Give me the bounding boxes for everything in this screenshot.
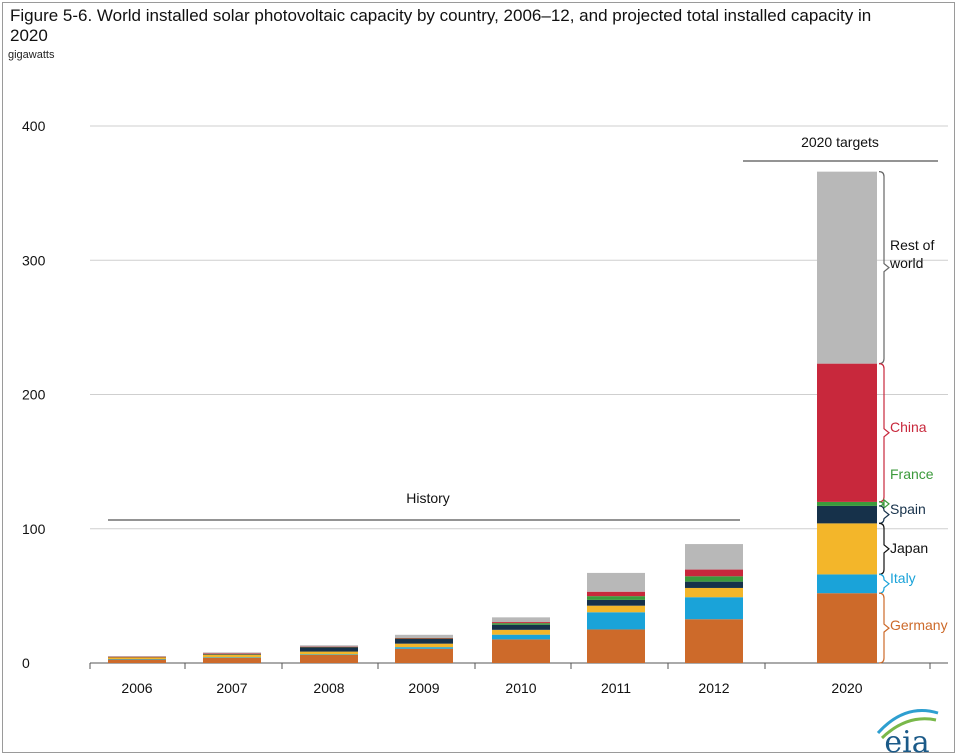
- bar-2008-spain: [300, 647, 358, 652]
- history-annotation: History: [406, 490, 450, 506]
- x-tick-label-2006: 2006: [121, 680, 152, 696]
- side-label-germany: Germany: [890, 617, 948, 633]
- bar-2009-china: [395, 638, 453, 639]
- brace-rest-of-world: [878, 171, 890, 365]
- bar-2011-france: [587, 596, 645, 600]
- bar-2012-spain: [685, 581, 743, 588]
- bar-2006-japan: [108, 656, 166, 660]
- bar-2009-rest-of-world: [395, 634, 453, 639]
- side-label-japan: Japan: [890, 540, 928, 556]
- bar-2012-china: [685, 569, 743, 577]
- bar-2020-spain: [817, 505, 877, 524]
- bar-2012-france: [685, 576, 743, 582]
- bar-2010-france: [492, 623, 550, 625]
- brace-china: [878, 363, 890, 503]
- x-tick-label-2020: 2020: [831, 680, 862, 696]
- bar-2010-italy: [492, 634, 550, 640]
- bar-2010-spain: [492, 624, 550, 630]
- bar-2008-rest-of-world: [300, 645, 358, 647]
- bar-2020-italy: [817, 574, 877, 594]
- bar-2020-rest-of-world: [817, 171, 877, 364]
- bar-2011-japan: [587, 605, 645, 613]
- bar-2009-italy: [395, 647, 453, 649]
- bar-2007-germany: [203, 657, 261, 663]
- bar-2007-italy: [203, 657, 261, 658]
- x-tick-label-2011: 2011: [601, 680, 631, 696]
- bar-2008-japan: [300, 651, 358, 655]
- bar-2008-italy: [300, 654, 358, 656]
- bar-2007-china: [203, 653, 261, 655]
- bar-2012-germany: [685, 619, 743, 663]
- x-tick-label-2007: 2007: [216, 680, 247, 696]
- side-label-italy: Italy: [890, 570, 916, 586]
- bar-2009-japan: [395, 643, 453, 648]
- side-label-china: China: [890, 419, 927, 435]
- y-tick-label-400: 400: [22, 118, 46, 134]
- brace-japan: [878, 522, 890, 575]
- bar-2011-spain: [587, 599, 645, 606]
- figure-title: Figure 5-6. World installed solar photov…: [10, 6, 872, 45]
- bar-2009-germany: [395, 648, 453, 663]
- bar-2007-rest-of-world: [203, 652, 261, 654]
- bar-2012-italy: [685, 597, 743, 620]
- x-tick-label-2010: 2010: [505, 680, 536, 696]
- brace-germany: [878, 592, 890, 664]
- bar-2011-germany: [587, 629, 645, 663]
- y-tick-label-200: 200: [22, 387, 46, 403]
- side-label-france: France: [890, 466, 934, 482]
- x-tick-label-2008: 2008: [313, 680, 344, 696]
- bar-2012-japan: [685, 587, 743, 598]
- bar-2010-rest-of-world: [492, 617, 550, 623]
- bar-2020-japan: [817, 523, 877, 575]
- bar-2011-rest-of-world: [587, 572, 645, 592]
- side-label-rest-of-world: Rest of world: [889, 237, 934, 271]
- bar-2009-france: [395, 638, 453, 640]
- bar-2012-rest-of-world: [685, 544, 743, 570]
- brace-italy: [878, 573, 890, 594]
- eia-logo-arc-green: [880, 717, 937, 740]
- brace-france: [878, 498, 890, 510]
- eia-logo: eia: [884, 725, 929, 755]
- bar-2011-china: [587, 591, 645, 597]
- bar-2006-china: [108, 656, 166, 658]
- bar-2010-china: [492, 622, 550, 624]
- bar-2020-germany: [817, 593, 877, 663]
- y-axis-unit-label: gigawatts: [8, 49, 55, 61]
- bar-2006-italy: [108, 659, 166, 660]
- bar-2006-rest-of-world: [108, 656, 166, 657]
- bar-2007-japan: [203, 654, 261, 658]
- bar-2007-spain: [203, 653, 261, 655]
- bar-2010-japan: [492, 629, 550, 635]
- brace-spain: [878, 505, 890, 524]
- bar-2020-china: [817, 363, 877, 502]
- bar-2020-france: [817, 501, 877, 506]
- side-label-spain: Spain: [890, 501, 926, 517]
- y-tick-label-300: 300: [22, 252, 46, 268]
- bar-2008-china: [300, 646, 358, 648]
- bar-2008-germany: [300, 654, 358, 663]
- y-tick-label-0: 0: [22, 655, 30, 671]
- bar-2009-spain: [395, 638, 453, 644]
- bar-2010-germany: [492, 639, 550, 663]
- y-tick-label-100: 100: [22, 521, 46, 537]
- x-tick-label-2012: 2012: [698, 680, 729, 696]
- targets-annotation: 2020 targets: [801, 134, 879, 150]
- x-tick-label-2009: 2009: [408, 680, 439, 696]
- bar-2006-germany: [108, 659, 166, 663]
- bar-2011-italy: [587, 612, 645, 630]
- eia-logo-arc-blue: [876, 709, 939, 735]
